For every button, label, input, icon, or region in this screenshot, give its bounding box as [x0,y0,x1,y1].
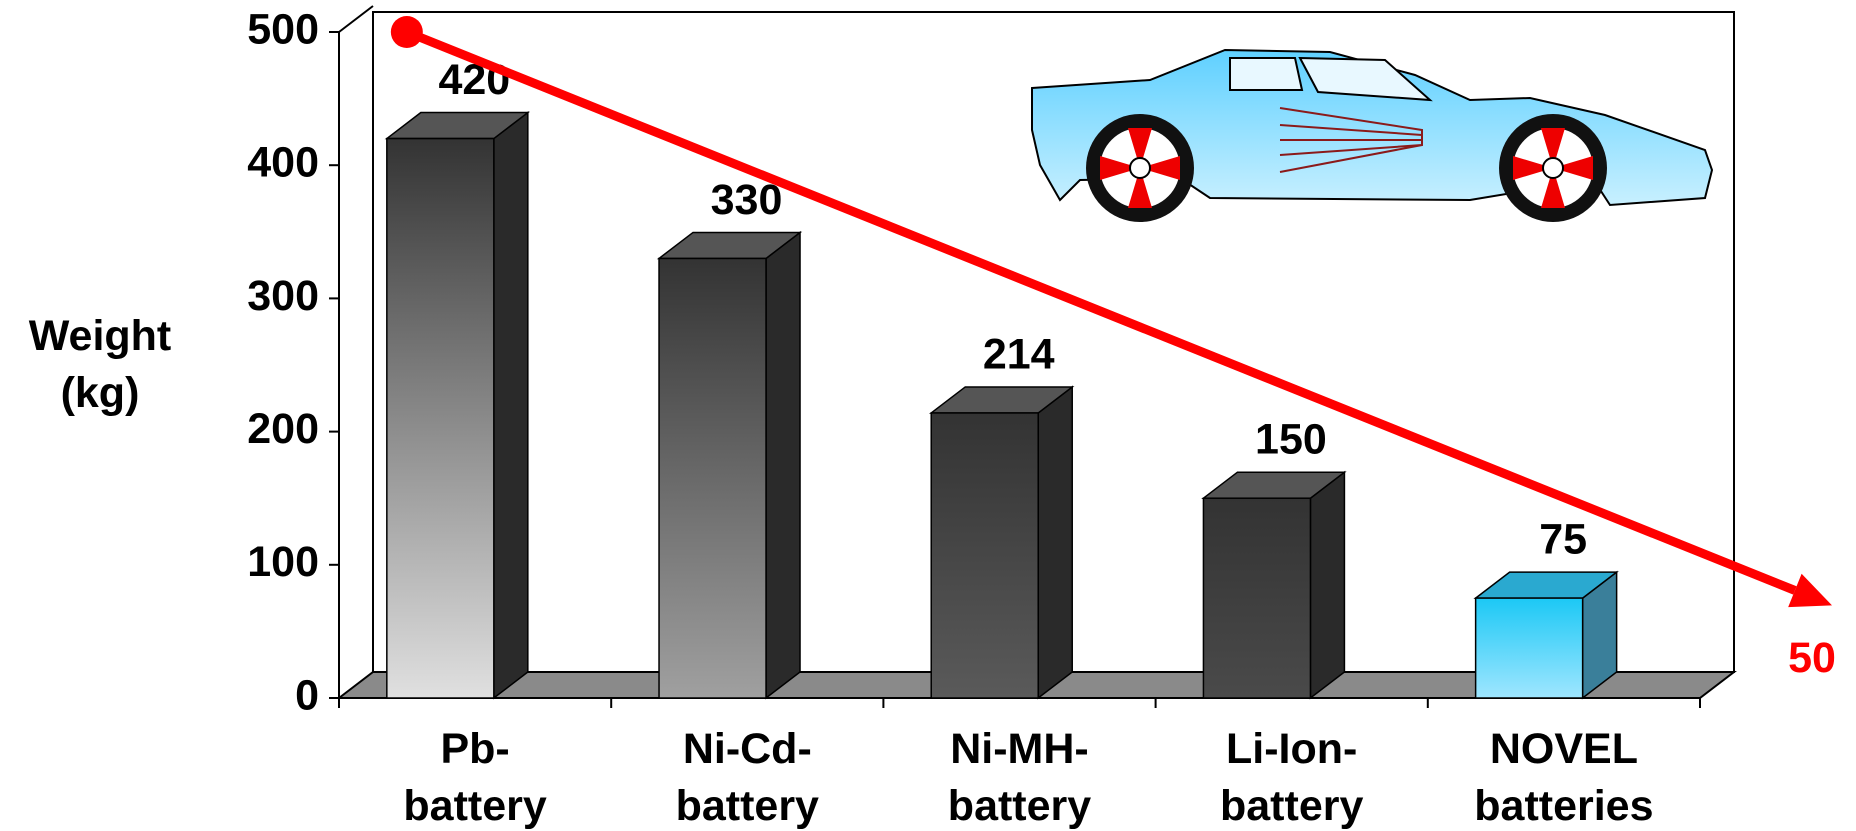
bar-side [1037,385,1073,700]
wheel [1086,114,1194,222]
value-label: 330 [711,176,783,224]
y-tick-label: 300 [247,272,319,320]
bar-side [1309,470,1346,700]
y-tick-label: 400 [247,139,319,187]
bar-front [930,412,1039,699]
value-label: 75 [1539,515,1587,563]
x-tick-label: Li-Ion-battery [1220,725,1363,830]
car-illustration [1031,48,1714,222]
bar [929,385,1075,700]
bar-front [1474,597,1584,699]
y-tick-label: 200 [247,405,319,453]
trend-arrowhead [1788,573,1832,608]
x-tick-label: Pb-battery [403,725,546,830]
bar-side [493,111,529,700]
bar-front [658,257,767,699]
value-label: 150 [1255,416,1327,464]
wheel [1499,114,1607,222]
bar [1201,470,1347,700]
car-window [1229,56,1433,102]
bar-side [765,230,801,700]
y-tick-label: 500 [247,5,319,53]
y-tick-label: 0 [295,671,319,719]
value-label: 214 [983,330,1055,378]
bar [1473,570,1619,700]
car-stripes [1279,107,1423,173]
bar-front [1202,497,1312,699]
x-tick-label: NOVEL batteries [1474,725,1653,830]
bar-front [386,137,495,699]
x-tick-label: Ni-MH-battery [948,725,1091,830]
bar [656,230,803,700]
y-axis-label: Weight (kg) [29,312,172,417]
y-axis-depth [338,5,374,33]
trend-start [390,16,423,48]
trend-end-label: 50 [1788,634,1836,682]
trend-line [405,27,1797,595]
bar [384,111,531,700]
x-tick-label: Ni-Cd-battery [676,725,819,830]
y-tick-label: 100 [247,538,319,586]
